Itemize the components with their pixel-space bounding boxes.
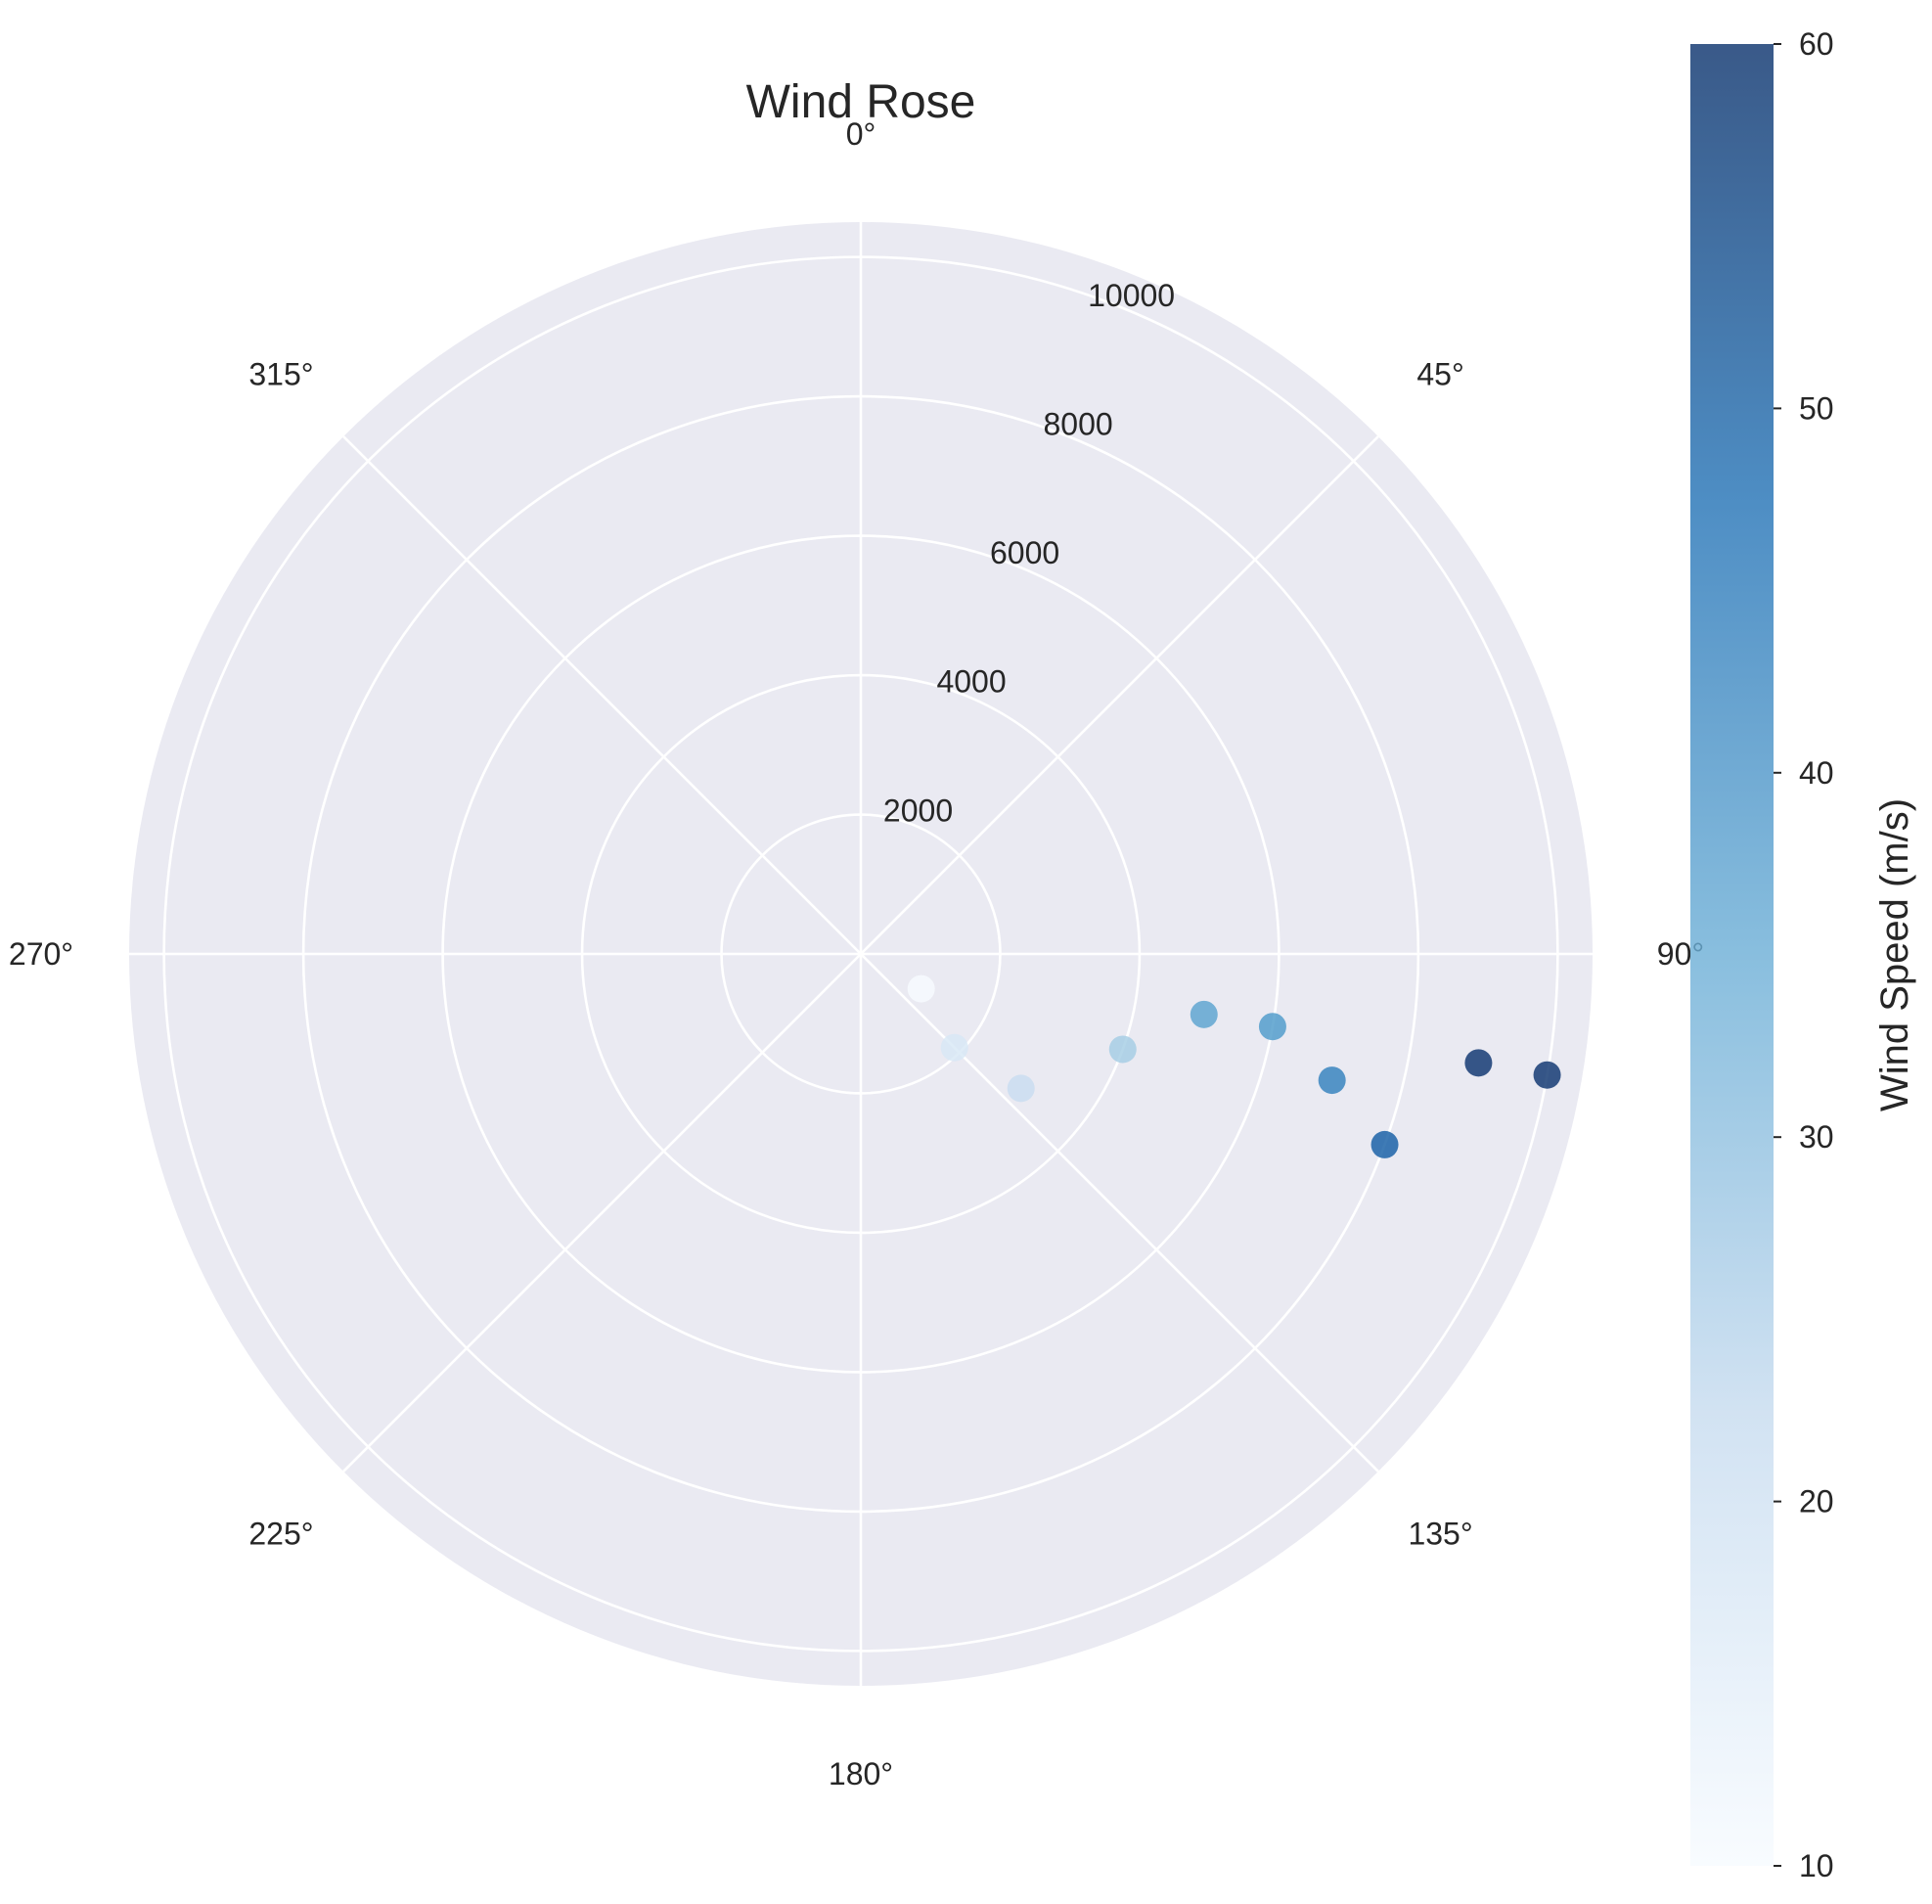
scatter-point bbox=[1318, 1066, 1346, 1095]
colorbar-tick-label: 50 bbox=[1799, 390, 1834, 426]
colorbar-gradient bbox=[1690, 44, 1774, 1866]
angular-tick-label: 135° bbox=[1408, 1517, 1472, 1552]
scatter-point bbox=[1258, 1013, 1286, 1041]
scatter-point bbox=[1533, 1061, 1561, 1089]
colorbar-tick-label: 20 bbox=[1799, 1484, 1834, 1519]
scatter-point bbox=[1190, 1000, 1218, 1028]
angular-tick-label: 45° bbox=[1416, 356, 1463, 391]
angular-tick-label: 270° bbox=[9, 936, 73, 972]
angular-tick-label: 225° bbox=[248, 1517, 313, 1552]
angular-grid-line-45 bbox=[860, 435, 1379, 955]
colorbar: 10 20 30 40 50 60 Wind Speed (m/s) bbox=[1690, 26, 1916, 1883]
chart-title: Wind Rose bbox=[746, 76, 976, 128]
angular-grid-line-315 bbox=[342, 435, 862, 955]
scatter-point bbox=[1108, 1035, 1137, 1064]
angular-tick-labels: 0°45°90°135°180°225°270°315° bbox=[9, 116, 1704, 1791]
colorbar-tick-label: 30 bbox=[1799, 1119, 1834, 1155]
angular-tick-label: 0° bbox=[846, 116, 876, 152]
colorbar-ticks: 10 20 30 40 50 60 bbox=[1774, 26, 1834, 1883]
scatter-points bbox=[907, 975, 1561, 1158]
scatter-point bbox=[940, 1033, 968, 1062]
radial-tick-label: 4000 bbox=[936, 664, 1006, 700]
radial-tick-label: 10000 bbox=[1088, 278, 1175, 313]
angular-tick-label: 315° bbox=[248, 356, 313, 391]
colorbar-tick-label: 40 bbox=[1799, 755, 1834, 791]
scatter-point bbox=[907, 975, 935, 1003]
colorbar-label: Wind Speed (m/s) bbox=[1873, 798, 1916, 1111]
colorbar-tick-label: 10 bbox=[1799, 1848, 1834, 1883]
angular-tick-label: 180° bbox=[829, 1756, 893, 1791]
angular-gridlines bbox=[129, 222, 1593, 1686]
angular-grid-line-225 bbox=[342, 953, 862, 1473]
scatter-point bbox=[1370, 1130, 1399, 1158]
scatter-point bbox=[1007, 1074, 1035, 1103]
radial-tick-label: 8000 bbox=[1043, 406, 1112, 441]
radial-tick-labels: 2000 4000 6000 8000 10000 bbox=[883, 278, 1175, 829]
radial-tick-label: 2000 bbox=[883, 793, 953, 828]
colorbar-tick-label: 60 bbox=[1799, 26, 1834, 62]
scatter-point bbox=[1464, 1049, 1493, 1077]
radial-tick-label: 6000 bbox=[990, 535, 1059, 570]
